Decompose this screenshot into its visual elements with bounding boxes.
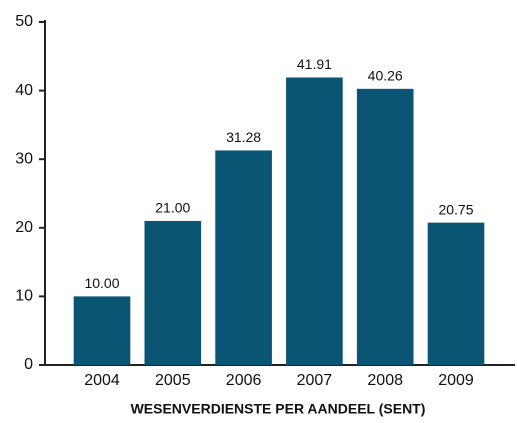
value-label: 20.75 xyxy=(438,201,473,217)
bar xyxy=(427,222,485,365)
bar xyxy=(215,150,272,365)
x-axis-title: WESENVERDIENSTE PER AANDEEL (SENT) xyxy=(131,401,426,417)
x-tick-label: 2004 xyxy=(84,372,120,389)
y-tick-label: 0 xyxy=(24,356,33,373)
x-tick-label: 2009 xyxy=(438,372,474,389)
value-label: 40.26 xyxy=(368,68,403,84)
bar xyxy=(73,296,131,365)
y-tick-label: 10 xyxy=(15,288,33,305)
x-tick-label: 2007 xyxy=(297,372,333,389)
value-label: 41.91 xyxy=(297,56,332,72)
x-tick-label: 2008 xyxy=(367,372,403,389)
x-tick-label: 2006 xyxy=(226,372,262,389)
bar xyxy=(286,77,343,365)
value-label: 21.00 xyxy=(155,200,190,216)
value-label: 31.28 xyxy=(226,129,261,145)
y-tick-label: 30 xyxy=(15,150,33,167)
value-label: 10.00 xyxy=(84,275,119,291)
y-tick-label: 50 xyxy=(15,13,33,30)
x-tick-label: 2005 xyxy=(155,372,191,389)
bar xyxy=(356,88,414,365)
bar xyxy=(144,220,202,365)
y-tick-label: 20 xyxy=(15,219,33,236)
y-tick-label: 40 xyxy=(15,82,33,99)
